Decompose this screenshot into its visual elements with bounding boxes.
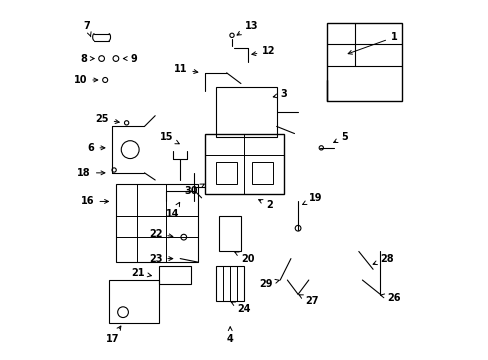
Text: 14: 14 [166, 202, 180, 219]
Bar [326, 23, 401, 102]
Text: 23: 23 [148, 253, 172, 264]
Text: 27: 27 [299, 295, 318, 306]
Text: 2: 2 [258, 199, 272, 210]
Text: 17: 17 [105, 326, 121, 343]
Text: 28: 28 [372, 253, 393, 265]
Bar [251, 162, 272, 184]
Text: 1: 1 [347, 32, 397, 54]
Text: 19: 19 [302, 193, 322, 204]
Bar [108, 280, 159, 323]
Text: 8: 8 [81, 54, 94, 64]
Text: 10: 10 [74, 75, 98, 85]
Text: 18: 18 [77, 168, 105, 178]
Text: 7: 7 [83, 21, 91, 37]
Text: 22: 22 [148, 229, 172, 239]
Text: 5: 5 [333, 132, 347, 143]
Bar [216, 266, 244, 301]
Text: 30: 30 [184, 184, 204, 196]
Text: 15: 15 [159, 132, 179, 144]
Bar [205, 134, 283, 194]
Bar [219, 216, 241, 251]
Text: 4: 4 [226, 327, 233, 343]
Text: 25: 25 [95, 114, 119, 124]
Text: 26: 26 [380, 293, 400, 303]
Text: 20: 20 [234, 252, 254, 264]
Text: 29: 29 [259, 279, 279, 289]
Text: 21: 21 [131, 268, 151, 278]
Text: 6: 6 [87, 143, 105, 153]
Text: 12: 12 [251, 46, 275, 57]
Bar [216, 87, 276, 137]
Text: 13: 13 [237, 21, 258, 35]
Text: 24: 24 [231, 302, 250, 314]
Bar [216, 162, 237, 184]
Text: 16: 16 [81, 197, 108, 206]
Text: 11: 11 [174, 64, 198, 74]
Bar [159, 266, 190, 284]
Text: 9: 9 [123, 54, 137, 64]
Bar [116, 184, 198, 262]
Text: 3: 3 [273, 89, 286, 99]
